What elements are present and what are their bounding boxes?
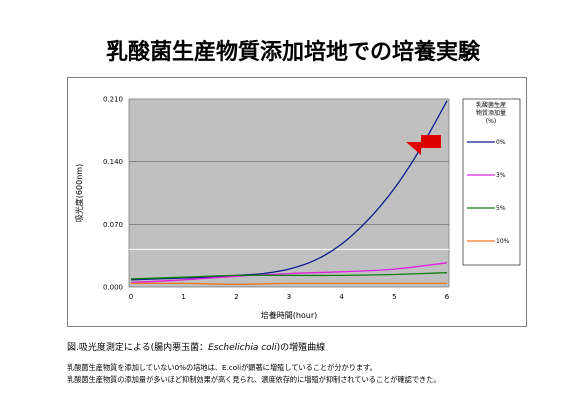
legend-title-line-1: 乳酸菌生産 xyxy=(476,101,506,109)
note-line-1: 乳酸菌生産物質を添加していない0%の培地は、E.coliが顕著に増殖していること… xyxy=(67,363,377,372)
x-tick-label: 1 xyxy=(181,293,185,301)
y-tick-labels: 0.000 0.070 0.140 0.210 xyxy=(103,96,123,292)
x-tick-label: 3 xyxy=(287,293,291,301)
x-tick-label: 5 xyxy=(392,293,396,301)
legend-label: 0% xyxy=(496,139,506,146)
x-tick-label: 6 xyxy=(445,293,450,301)
caption-species: Eschelichia coli xyxy=(208,343,277,353)
caption-suffix: )の増殖曲線 xyxy=(276,343,326,353)
note-line-2: 乳酸菌生産物質の添加量が多いほど抑制効果が高く見られ、濃度依存的に増殖が抑制され… xyxy=(67,375,441,384)
series-line-10pct xyxy=(130,282,447,285)
legend-entries: 0% 3% 5% 10% xyxy=(467,139,510,245)
caption-prefix: 図.吸光度測定による(腸内悪玉菌： xyxy=(67,343,209,353)
legend-title-line-3: (%) xyxy=(486,118,496,125)
legend-label: 3% xyxy=(496,172,506,179)
red-arrow xyxy=(406,135,441,155)
y-tick-label: 0.210 xyxy=(103,96,123,104)
x-axis-title: 培養時間(hour) xyxy=(261,310,318,320)
x-tick-label: 0 xyxy=(129,293,133,301)
x-tick-label: 2 xyxy=(234,293,238,301)
y-tick-label: 0.000 xyxy=(103,284,123,292)
y-tick-label: 0.140 xyxy=(103,158,123,166)
plot-area xyxy=(128,98,450,288)
series-lines xyxy=(130,100,448,285)
legend-label: 10% xyxy=(496,238,510,245)
series-line-5pct xyxy=(130,272,448,280)
legend-box xyxy=(462,98,521,266)
series-line-0pct xyxy=(130,100,448,281)
y-tick-label: 0.070 xyxy=(103,221,123,229)
slide-title: 乳酸菌生産物質添加培地での培養実験 xyxy=(105,40,480,65)
grid-lines xyxy=(129,161,449,250)
figure-caption: 図.吸光度測定による(腸内悪玉菌：Eschelichia coli)の増殖曲線 xyxy=(67,340,325,353)
legend-label: 5% xyxy=(496,205,506,212)
series-line-3pct xyxy=(130,262,448,284)
x-tick-label: 4 xyxy=(339,293,344,301)
y-axis-title: 吸光度(600nm) xyxy=(74,164,84,222)
x-tick-labels: 0 1 2 3 4 5 6 xyxy=(129,293,450,301)
legend-title-line-2: 物質添加量 xyxy=(476,109,506,117)
